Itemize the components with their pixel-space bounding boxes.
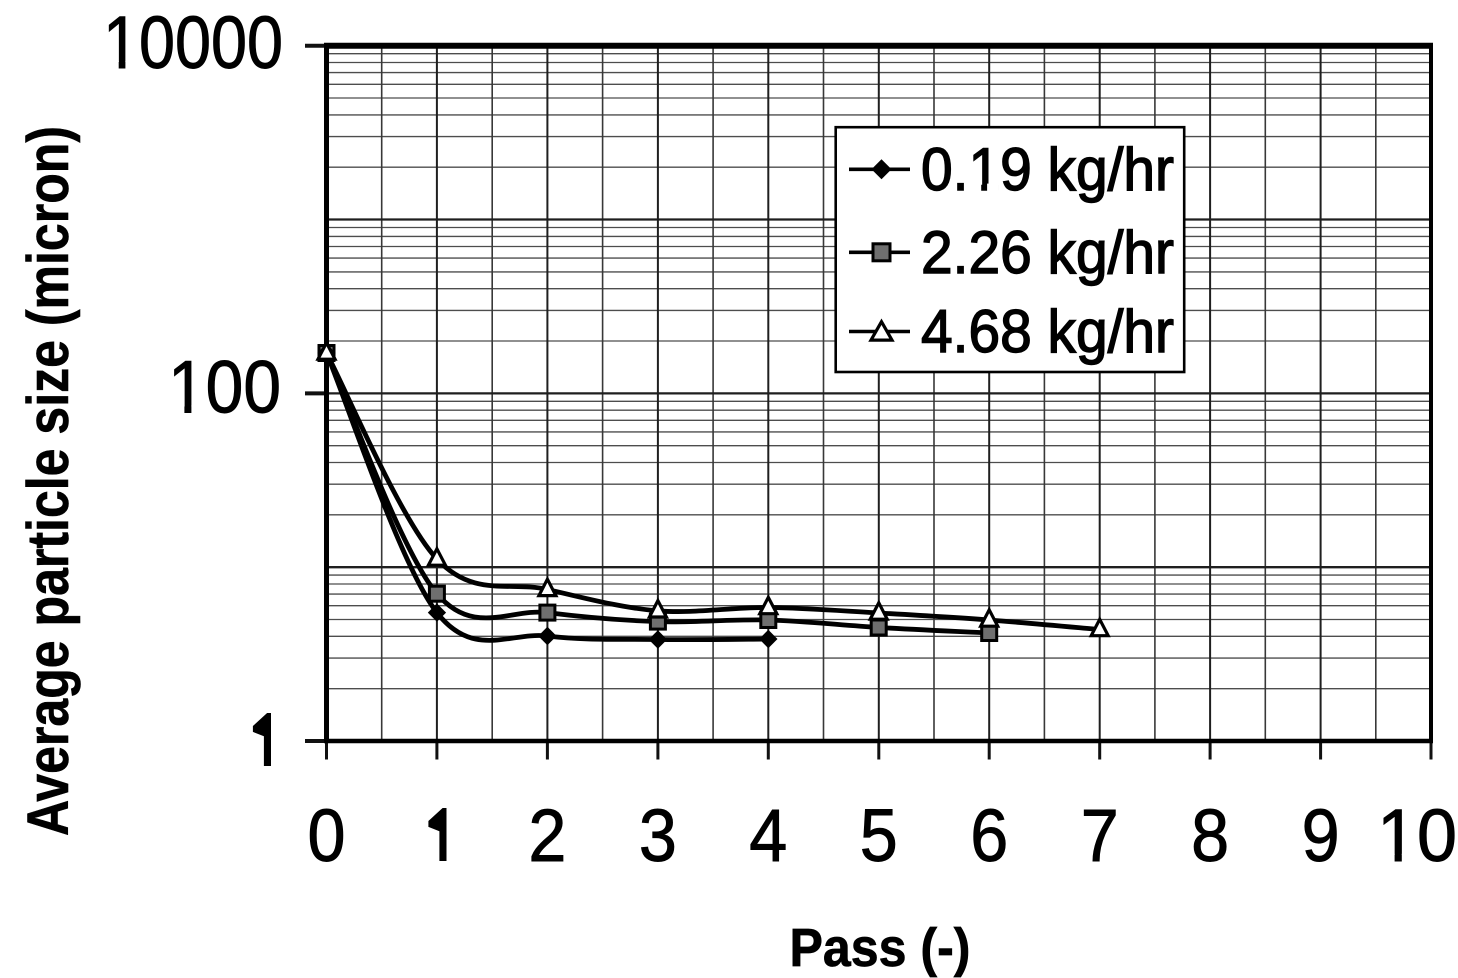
svg-text:100: 100 xyxy=(168,346,281,429)
svg-text:3: 3 xyxy=(639,794,677,877)
svg-text:5: 5 xyxy=(860,794,898,877)
svg-text:8: 8 xyxy=(1191,794,1229,877)
svg-text:0: 0 xyxy=(308,794,346,877)
svg-text:10: 10 xyxy=(1377,794,1457,877)
svg-text:4.68 kg/hr: 4.68 kg/hr xyxy=(921,298,1174,365)
svg-text:6: 6 xyxy=(970,794,1008,877)
svg-text:4: 4 xyxy=(749,794,787,877)
svg-text:2.26 kg/hr: 2.26 kg/hr xyxy=(921,219,1174,286)
svg-text:0.19 kg/hr: 0.19 kg/hr xyxy=(921,136,1174,203)
svg-text:7: 7 xyxy=(1081,794,1119,877)
svg-text:Pass (-): Pass (-) xyxy=(790,918,971,978)
svg-text:9: 9 xyxy=(1302,794,1340,877)
svg-text:2: 2 xyxy=(528,794,566,877)
svg-text:Average particle size (micron): Average particle size (micron) xyxy=(16,126,81,836)
svg-text:10000: 10000 xyxy=(103,1,283,84)
